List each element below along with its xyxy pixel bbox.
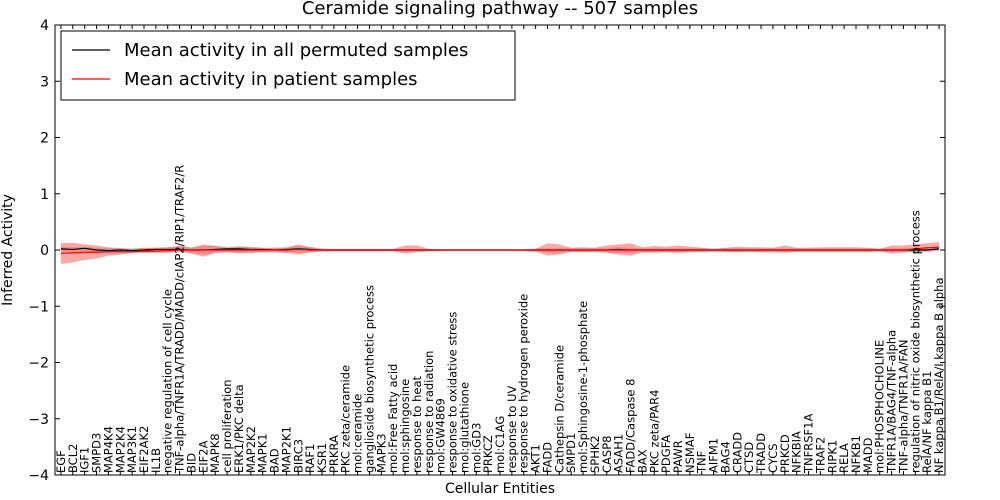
x-tick-label: mol:glutathione	[457, 382, 471, 473]
y-tick-label: 2	[40, 131, 49, 147]
x-tick-label: MAPK3	[374, 433, 388, 473]
y-axis: −4 −3 −2 −1 0 1 2 3 4	[28, 18, 945, 484]
x-tick-label: NFKB1	[849, 435, 863, 473]
x-tick-label: regulation of nitric oxide biosynthetic …	[908, 210, 922, 473]
y-tick-label: 3	[40, 74, 49, 90]
x-tick-label: TNFRSF1A	[802, 414, 816, 474]
x-tick-label: TNF	[695, 451, 709, 474]
x-tick-label: KSR1	[315, 443, 329, 473]
x-tick-label: MAP4K4	[101, 426, 115, 473]
x-tick-label: MAP3K1	[125, 426, 139, 473]
x-tick-label: CTSD	[742, 442, 756, 473]
x-tick-label: AIFM1	[707, 438, 721, 473]
series-lines	[60, 246, 940, 254]
y-tick-label: 0	[40, 243, 49, 259]
legend-label-patient: Mean activity in patient samples	[124, 69, 418, 90]
x-tick-label: TNF-alpha/TNFR1A/TRADD/MADD/cIAP2/RIP1/T…	[173, 165, 187, 474]
x-tick-label: mol:ceramide	[351, 394, 365, 473]
x-tick-label: mol:Sphingosine-1-phosphate	[576, 301, 590, 473]
x-tick-label: MADD	[861, 437, 875, 473]
x-tick-label: ganglioside biosynthetic process	[362, 285, 376, 473]
y-tick-label: −4	[28, 468, 49, 484]
x-tick-label: FADD	[540, 442, 554, 473]
y-tick-label: −2	[28, 356, 49, 372]
x-tick-label: CRADD	[730, 432, 744, 473]
x-tick-label: mol:Free Fatty acid	[386, 364, 400, 473]
x-tick-label: negative regulation of cell cycle	[161, 289, 175, 473]
x-tick-label: IL1B	[149, 448, 163, 473]
confidence-bands	[60, 242, 940, 265]
x-axis: EGFBCL2IGF1SMPD3MAP4K4MAP2K4MAP3K1EIF2AK…	[54, 25, 946, 475]
x-tick-label: EGF	[54, 450, 68, 473]
x-tick-label: CYCS	[766, 443, 780, 473]
x-tick-label: PDGFA	[659, 435, 673, 473]
x-tick-label: cell proliferation	[220, 379, 234, 473]
x-tick-label: mol:GD3	[469, 423, 483, 473]
x-tick-label: mol:sphingosine	[398, 379, 412, 473]
x-tick-label: RelA/NF kappa B1	[920, 371, 934, 473]
x-tick-label: IGF1	[78, 447, 92, 473]
x-tick-label: response to heat	[410, 376, 424, 473]
x-tick-label: TRADD	[754, 433, 768, 474]
x-tick-label: SMPD3	[90, 433, 104, 473]
x-tick-label: NF kappa B1/RelA/I kappa B alpha	[932, 277, 946, 473]
x-tick-label: BAX	[635, 449, 649, 473]
chart-title: Ceramide signaling pathway -- 507 sample…	[302, 0, 698, 19]
x-tick-label: NSMAF	[683, 433, 697, 473]
x-tick-label: BCL2	[66, 444, 80, 473]
x-tick-label: EIF2AK2	[137, 426, 151, 473]
x-tick-label: mol:C1AG	[493, 416, 507, 473]
x-tick-label: MAP2K1	[279, 426, 293, 473]
x-tick-label: BAG4	[718, 441, 732, 473]
x-tick-label: response to oxidative stress	[446, 312, 460, 473]
x-tick-label: PRKCD	[778, 434, 792, 473]
band-1	[60, 242, 940, 265]
y-tick-label: 4	[40, 18, 49, 34]
x-tick-label: CASP8	[600, 436, 614, 473]
x-tick-label: PAWR	[671, 440, 685, 473]
x-tick-label: RAF1	[303, 444, 317, 473]
legend-box	[60, 30, 516, 101]
x-tick-label: SPHK2	[588, 435, 602, 473]
x-tick-label: response to radiation	[422, 351, 436, 473]
series-line-1	[60, 246, 940, 254]
x-tick-label: TNFR1A/BAG4/TNF-alpha	[885, 330, 899, 474]
x-axis-label: Cellular Entities	[445, 481, 555, 497]
x-tick-label: NFKBIA	[790, 431, 804, 473]
x-tick-label: ASAH1	[612, 434, 626, 473]
x-tick-label: mol:GW4869	[434, 398, 448, 473]
x-tick-label: ERK1/PKC delta	[232, 384, 246, 473]
x-tick-label: Cathepsin D/ceramide	[552, 345, 566, 473]
x-tick-label: EIF2A	[196, 440, 210, 473]
x-tick-label: mol:PHOSPHOCHOLINE	[873, 340, 887, 473]
y-axis-label: Inferred Activity	[0, 194, 16, 306]
x-tick-label: FADD/Caspase 8	[624, 379, 638, 473]
y-tick-label: −3	[28, 412, 49, 428]
legend-label-permuted: Mean activity in all permuted samples	[124, 40, 468, 61]
x-tick-label: TNF-alpha/TNFR1A/FAN	[896, 340, 910, 474]
y-tick-label: −1	[28, 299, 49, 315]
x-tick-label: response to UV	[505, 385, 519, 473]
x-tick-label: SMPD1	[564, 433, 578, 473]
x-tick-label: PKC zeta/PAR4	[647, 390, 661, 473]
x-tick-label: PRKRA	[327, 435, 341, 473]
x-tick-label: BIRC3	[291, 439, 305, 473]
x-tick-label: MAP2K4	[113, 426, 127, 473]
x-tick-label: response to hydrogen peroxide	[517, 294, 531, 473]
x-tick-label: MAPK1	[256, 433, 270, 473]
x-tick-label: RIPK1	[825, 440, 839, 473]
x-tick-label: TRAF2	[813, 437, 827, 474]
x-tick-label: MAP2K2	[244, 426, 258, 473]
y-tick-label: 1	[40, 187, 49, 203]
x-tick-label: RELA	[837, 443, 851, 473]
x-tick-label: AKT1	[529, 444, 543, 473]
x-tick-label: BID	[184, 453, 198, 473]
legend: Mean activity in all permuted samples Me…	[60, 30, 516, 101]
x-tick-label: PRKCZ	[481, 435, 495, 473]
x-tick-label: MAPK8	[208, 433, 222, 473]
x-tick-label: BAD	[268, 448, 282, 473]
x-tick-label: PKC zeta/ceramide	[339, 365, 353, 473]
